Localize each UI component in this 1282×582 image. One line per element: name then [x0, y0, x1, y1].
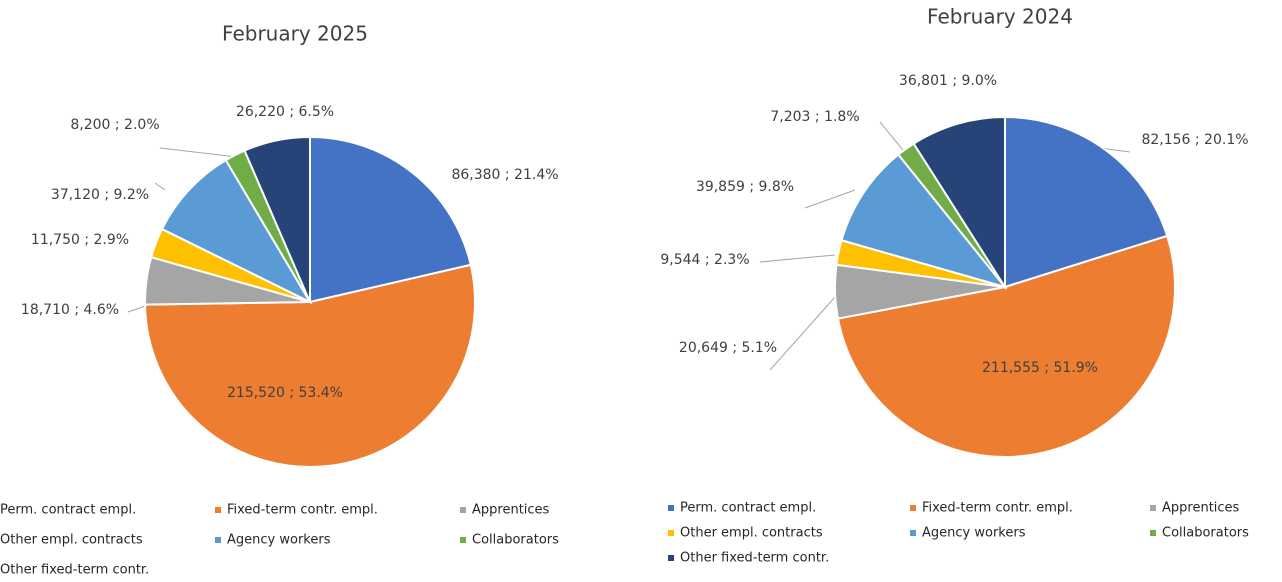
leader-line — [759, 254, 836, 263]
data-label: 86,380 ; 21.4% — [451, 167, 558, 183]
legend-label: Collaborators — [1162, 526, 1249, 541]
legend-marker — [910, 530, 916, 536]
pie-slice — [912, 115, 1006, 291]
data-label: 36,801 ; 9.0% — [899, 73, 997, 89]
legend-label: Agency workers — [227, 533, 331, 548]
legend-marker — [668, 505, 674, 511]
legend-label: Other fixed-term contr. — [680, 551, 829, 566]
pie-slice — [309, 135, 472, 304]
legend-label: Perm. contract empl. — [680, 501, 816, 516]
legend-label: Other fixed-term contr. — [0, 563, 149, 578]
data-label: 20,649 ; 5.1% — [679, 340, 777, 356]
pie-slice — [144, 263, 476, 468]
legend-label: Other empl. contracts — [680, 526, 823, 541]
data-label: 7,203 ; 1.8% — [770, 109, 859, 125]
data-label: 26,220 ; 6.5% — [236, 104, 334, 120]
legend-marker — [1150, 505, 1156, 511]
legend-marker — [668, 530, 674, 536]
data-label: 9,544 ; 2.3% — [660, 252, 749, 268]
leader-line — [159, 147, 238, 158]
legend-label: Other empl. contracts — [0, 533, 143, 548]
legend-marker — [215, 537, 221, 543]
legend-label: Fixed-term contr. empl. — [922, 501, 1073, 516]
data-label: 8,200 ; 2.0% — [70, 117, 159, 133]
pie-slice — [840, 153, 1008, 289]
data-label: 11,750 ; 2.9% — [31, 232, 129, 248]
legend-marker — [460, 537, 466, 543]
data-label: 18,710 ; 4.6% — [21, 302, 119, 318]
legend-marker — [668, 555, 674, 561]
legend-label: Agency workers — [922, 526, 1026, 541]
legend-marker — [460, 507, 466, 513]
leader-line — [769, 296, 836, 371]
legend-label: Apprentices — [472, 503, 550, 518]
leader-line — [879, 121, 904, 151]
data-label: 37,120 ; 9.2% — [51, 187, 149, 203]
data-label: 215,520 ; 53.4% — [227, 385, 343, 401]
pie-slice — [836, 234, 1176, 459]
legend-label: Fixed-term contr. empl. — [227, 503, 378, 518]
pie-slice — [1004, 115, 1169, 289]
chart-title: February 2025 — [222, 22, 368, 46]
pie-slice — [160, 158, 313, 305]
legend-label: Collaborators — [472, 533, 559, 548]
leader-line — [804, 189, 856, 209]
legend-label: Apprentices — [1162, 501, 1240, 516]
legend-marker — [910, 505, 916, 511]
pie-slice — [243, 135, 311, 303]
legend-marker — [1150, 530, 1156, 536]
data-label: 82,156 ; 20.1% — [1141, 132, 1248, 148]
legend-marker — [215, 507, 221, 513]
data-label: 39,859 ; 9.8% — [696, 179, 794, 195]
data-label: 211,555 ; 51.9% — [982, 360, 1098, 376]
chart-title: February 2024 — [927, 5, 1073, 29]
legend-label: Perm. contract empl. — [0, 503, 136, 518]
leader-line — [154, 182, 166, 191]
